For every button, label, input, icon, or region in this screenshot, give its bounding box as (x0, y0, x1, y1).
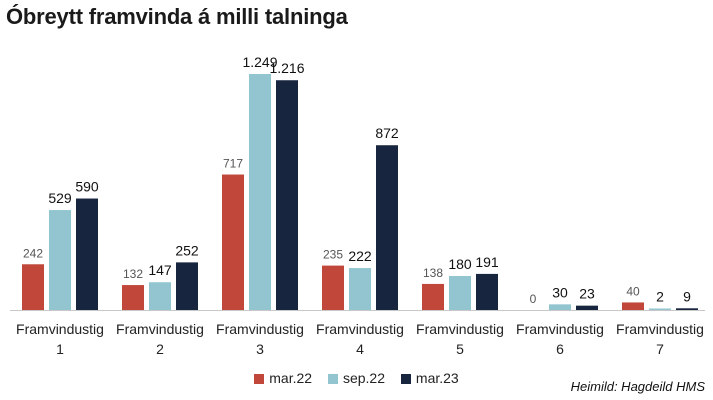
value-label-mar23-cat7: 9 (683, 288, 691, 304)
legend-item-sep22: sep.22 (327, 370, 386, 386)
value-label-mar23-cat1: 590 (75, 179, 99, 195)
bar-sep22-cat4 (349, 268, 371, 310)
value-label-mar23-cat6: 23 (579, 286, 595, 302)
bar-mar22-cat5 (422, 283, 444, 310)
bar-mar23-cat4 (376, 145, 398, 310)
legend-item-mar22: mar.22 (254, 370, 312, 386)
value-label-mar23-cat2: 252 (175, 242, 199, 258)
legend-swatch-mar23 (400, 374, 411, 384)
source-note: Heimild: Hagdeild HMS (570, 379, 705, 394)
legend-item-mar23: mar.23 (400, 370, 459, 386)
bar-mar23-cat1 (76, 198, 98, 310)
category-label-5-line2: 5 (456, 341, 464, 357)
category-label-1-line1: Framvindustig (16, 321, 104, 337)
category-label-2-line1: Framvindustig (116, 321, 204, 337)
category-label-3-line2: 3 (256, 341, 264, 357)
category-label-1-line2: 1 (56, 341, 64, 357)
bar-mar22-cat3 (222, 174, 244, 310)
category-label-2-line2: 2 (156, 341, 164, 357)
category-label-7-line2: 7 (656, 341, 664, 357)
value-label-sep22-cat5: 180 (448, 256, 472, 272)
value-label-sep22-cat7: 2 (656, 289, 664, 305)
category-label-3-line1: Framvindustig (216, 321, 304, 337)
bar-mar23-cat7 (676, 308, 698, 310)
category-label-6-line1: Framvindustig (516, 321, 604, 337)
category-label-6-line2: 6 (556, 341, 564, 357)
value-label-mar22-cat1: 242 (23, 246, 43, 260)
legend-label-sep22: sep.22 (342, 370, 386, 386)
legend-swatch-sep22 (327, 374, 338, 384)
bar-sep22-cat1 (49, 210, 71, 310)
bar-mar22-cat7 (622, 302, 644, 310)
value-label-mar23-cat5: 191 (475, 254, 499, 270)
bar-mar22-cat1 (22, 264, 44, 310)
category-label-4-line1: Framvindustig (316, 321, 404, 337)
value-label-mar22-cat3: 717 (223, 157, 243, 171)
bar-sep22-cat7 (649, 308, 671, 310)
bar-mar22-cat4 (322, 265, 344, 310)
value-label-sep22-cat3: 1.249 (242, 54, 277, 70)
category-label-4-line2: 4 (356, 341, 364, 357)
bar-sep22-cat2 (149, 282, 171, 310)
bar-sep22-cat3 (249, 74, 271, 310)
value-label-sep22-cat6: 30 (552, 284, 568, 300)
bar-mar23-cat2 (176, 262, 198, 310)
legend-label-mar22: mar.22 (269, 370, 313, 386)
value-label-mar22-cat4: 235 (323, 248, 343, 262)
value-label-mar23-cat3: 1.216 (269, 60, 304, 76)
value-label-mar22-cat2: 132 (123, 267, 143, 281)
bar-sep22-cat5 (449, 275, 471, 310)
bar-mar22-cat2 (122, 285, 144, 310)
value-label-mar23-cat4: 872 (375, 125, 399, 141)
legend: mar.22 sep.22 mar.23 (0, 370, 713, 386)
value-label-mar22-cat7: 40 (626, 284, 640, 298)
bar-mar23-cat5 (476, 273, 498, 310)
legend-swatch-mar22 (254, 374, 265, 384)
chart-title: Óbreytt framvinda á milli talninga (6, 4, 348, 29)
value-label-sep22-cat4: 222 (348, 248, 372, 264)
value-label-mar22-cat6: 0 (530, 292, 537, 306)
bar-mar23-cat3 (276, 80, 298, 311)
category-label-5-line1: Framvindustig (416, 321, 504, 337)
bar-mar23-cat6 (576, 305, 598, 310)
category-label-7-line1: Framvindustig (616, 321, 704, 337)
bar-sep22-cat6 (549, 304, 571, 310)
value-label-sep22-cat1: 529 (48, 190, 72, 206)
value-label-sep22-cat2: 147 (148, 262, 172, 278)
legend-label-mar23: mar.23 (415, 370, 459, 386)
value-label-mar22-cat5: 138 (423, 266, 443, 280)
